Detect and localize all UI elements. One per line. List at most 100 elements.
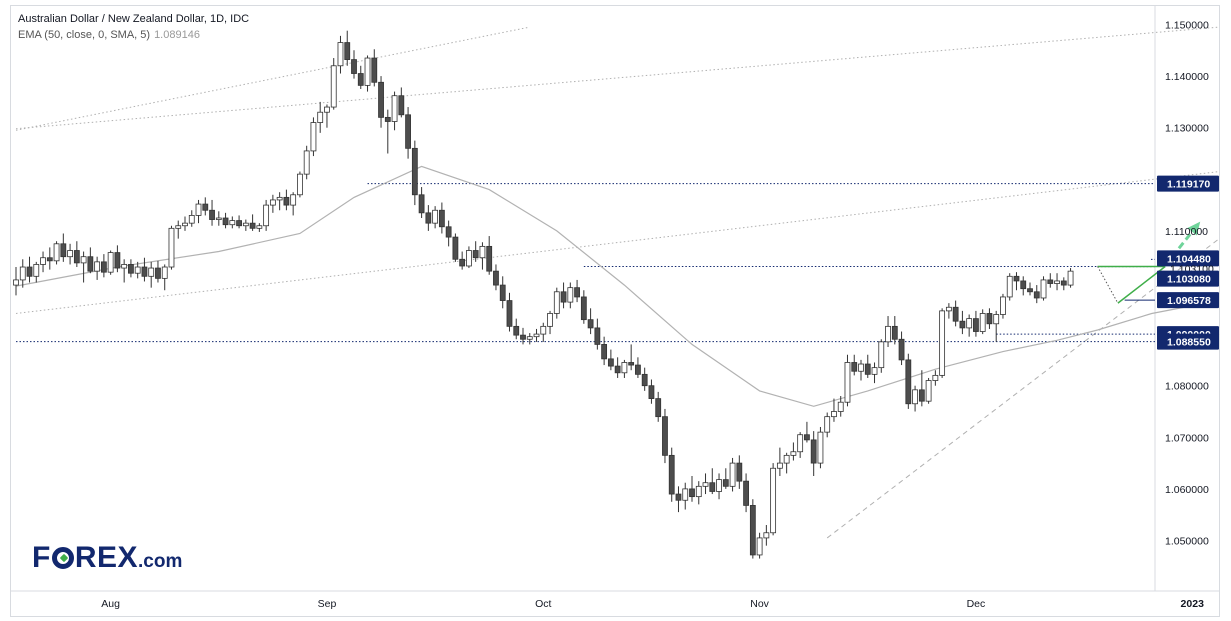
- candle-body: [709, 482, 716, 492]
- candle-body: [40, 257, 46, 265]
- candle-body: [215, 217, 222, 220]
- candle-body: [939, 310, 946, 376]
- level-price-badge: [1157, 292, 1219, 309]
- candle-body: [601, 344, 608, 360]
- candle-body: [60, 243, 67, 258]
- candle-body: [1040, 279, 1047, 299]
- x-tick-label: 2023: [1181, 598, 1205, 610]
- candle-body: [337, 42, 344, 67]
- candle-body: [864, 363, 871, 375]
- logo-rex: REX: [74, 541, 139, 574]
- candle-body: [351, 59, 357, 74]
- candle-body: [1013, 275, 1020, 282]
- ema-line: [15, 165, 1206, 407]
- candle-body: [716, 479, 722, 492]
- level-price-badge-label: 1.104480: [1167, 253, 1211, 265]
- candle-body: [1027, 288, 1033, 293]
- candle-body: [1067, 270, 1074, 286]
- level-price-badge-label: 1.103080: [1167, 274, 1211, 286]
- candle-body: [107, 252, 114, 273]
- candle-body: [46, 257, 53, 262]
- candle-body: [1054, 280, 1060, 284]
- price-axis: 1.1500001.1400001.1300001.1200001.110000…: [1157, 20, 1219, 548]
- candle-body: [310, 122, 317, 152]
- indicator-legend: EMA (50, close, 0, SMA, 5) 1.089146: [18, 27, 249, 43]
- candle-body: [1006, 275, 1013, 298]
- candle-body: [290, 194, 297, 206]
- y-tick-label: 1.130000: [1165, 123, 1209, 135]
- candle-body: [134, 266, 141, 274]
- time-axis: AugSepOctNovDec2023FebMar: [101, 598, 1205, 610]
- candle-body: [283, 196, 290, 206]
- candle-body: [749, 505, 756, 556]
- candle-body: [330, 65, 337, 108]
- candle-body: [912, 389, 918, 405]
- candle-body: [425, 212, 432, 224]
- candle-body: [540, 325, 547, 335]
- candle-body: [1060, 280, 1067, 286]
- candle-body: [432, 209, 439, 224]
- candle-body: [743, 480, 749, 506]
- candle-body: [675, 493, 682, 501]
- candle-body: [364, 57, 371, 86]
- candle-body: [533, 333, 540, 338]
- candle-body: [357, 73, 364, 86]
- candle-body: [188, 215, 195, 224]
- candle-body: [959, 320, 966, 329]
- forex-logo: F REX.com: [32, 541, 182, 575]
- candle-body: [87, 256, 94, 272]
- candle-body: [263, 204, 270, 227]
- candle-body: [520, 334, 526, 340]
- candle-body: [1000, 296, 1006, 315]
- candle-body: [438, 209, 445, 228]
- candle-body: [993, 314, 1000, 325]
- candle-body: [317, 111, 324, 123]
- logo-suffix: .com: [138, 551, 183, 572]
- candle-body: [689, 488, 695, 498]
- candle-body: [797, 434, 804, 453]
- candle-body: [695, 485, 702, 498]
- candle-body: [297, 173, 303, 196]
- candle-body: [756, 537, 763, 556]
- candle-body: [398, 95, 405, 116]
- candle-body: [486, 245, 493, 272]
- candle-body: [209, 209, 215, 220]
- candle-body: [303, 150, 310, 175]
- candle-body: [13, 279, 19, 286]
- x-tick-label: Sep: [318, 598, 337, 610]
- candle-body: [804, 434, 810, 441]
- y-tick-label: 1.150000: [1165, 20, 1209, 32]
- candle-body: [580, 296, 587, 321]
- candle-body: [810, 439, 817, 464]
- candle-body: [648, 385, 655, 400]
- candle-body: [324, 106, 330, 113]
- candle-body: [19, 266, 26, 281]
- candle-body: [378, 81, 384, 118]
- candle-body: [594, 327, 601, 345]
- candle-body: [925, 380, 932, 402]
- trendline-3: [826, 238, 1220, 539]
- candle-body: [560, 291, 567, 303]
- candle-body: [885, 325, 891, 343]
- candle-body: [168, 227, 175, 268]
- candle-body: [817, 431, 824, 464]
- candle-body: [702, 482, 709, 487]
- candle-body: [175, 225, 182, 229]
- candle-body: [831, 411, 837, 418]
- candle-body: [905, 359, 912, 405]
- candle-body: [1047, 279, 1054, 284]
- candle-body: [898, 338, 905, 361]
- x-tick-label: Dec: [967, 598, 986, 610]
- candle-body: [229, 220, 236, 226]
- candle-body: [655, 398, 662, 418]
- candle-body: [668, 454, 675, 495]
- candle-body: [384, 116, 391, 122]
- candle-body: [445, 226, 452, 238]
- candle-body: [776, 462, 783, 469]
- candle-body: [506, 300, 513, 327]
- candle-body: [945, 306, 952, 312]
- projection-arrow-head: [1187, 221, 1201, 236]
- candle-body: [236, 220, 242, 227]
- candle-body: [466, 250, 472, 267]
